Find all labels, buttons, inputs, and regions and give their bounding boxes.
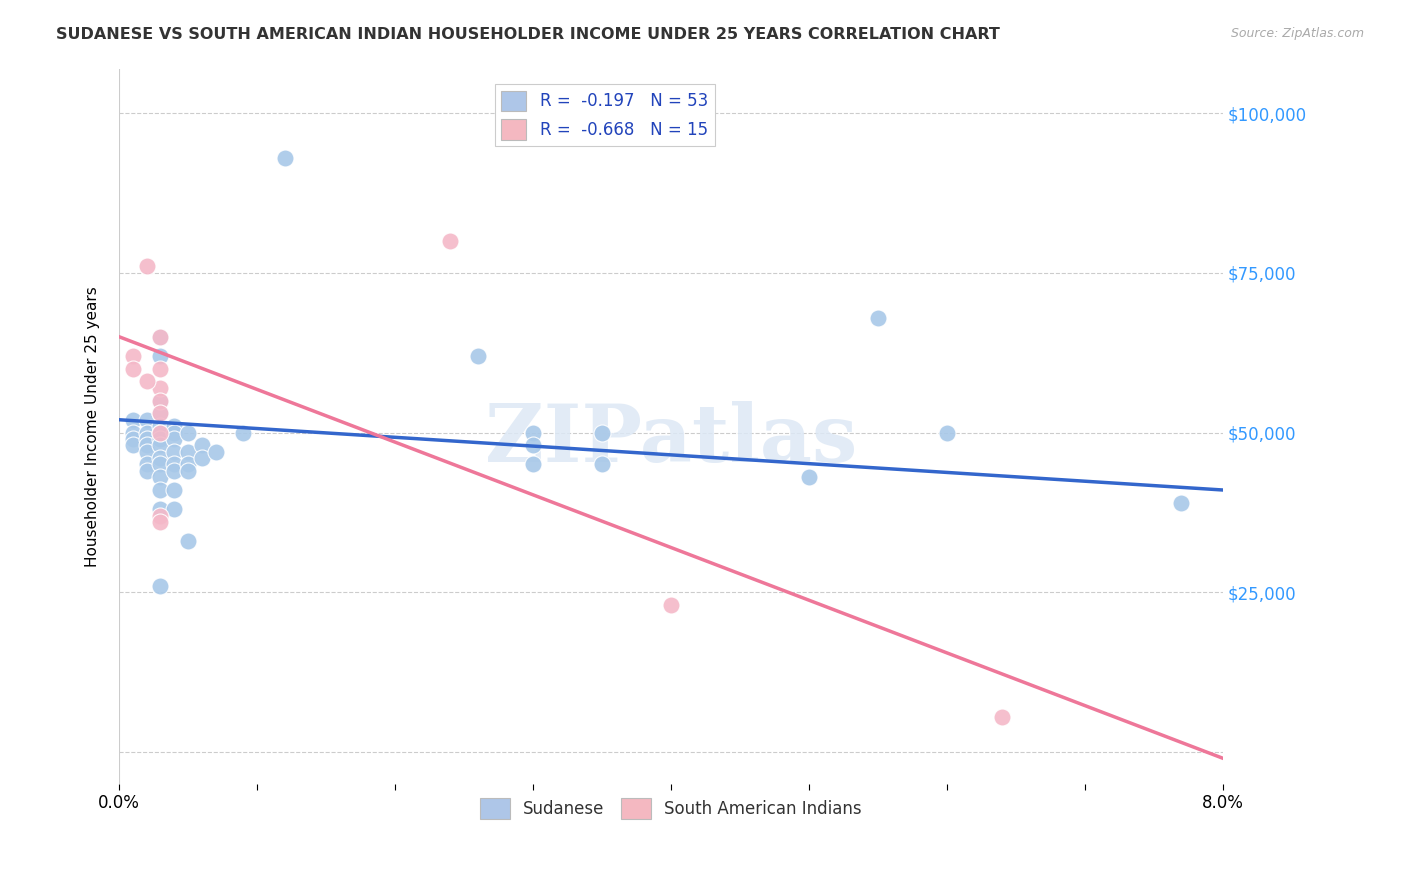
Point xyxy=(177,458,200,472)
Point xyxy=(659,598,682,612)
Point xyxy=(149,483,172,497)
Point xyxy=(149,425,172,440)
Point xyxy=(149,579,172,593)
Point xyxy=(163,444,186,458)
Text: ZIPatlas: ZIPatlas xyxy=(485,401,858,479)
Point xyxy=(935,425,957,440)
Point xyxy=(191,451,214,466)
Point xyxy=(163,419,186,434)
Point xyxy=(522,438,544,452)
Point xyxy=(177,444,200,458)
Point xyxy=(149,406,172,420)
Point xyxy=(149,432,172,446)
Point xyxy=(149,508,172,523)
Point xyxy=(163,502,186,516)
Point xyxy=(163,483,186,497)
Point xyxy=(121,425,143,440)
Point xyxy=(149,451,172,466)
Point xyxy=(149,419,172,434)
Legend: Sudanese, South American Indians: Sudanese, South American Indians xyxy=(472,792,869,825)
Point xyxy=(163,464,186,478)
Point xyxy=(121,349,143,363)
Point xyxy=(149,458,172,472)
Point xyxy=(121,413,143,427)
Point xyxy=(149,329,172,343)
Point xyxy=(149,502,172,516)
Point xyxy=(121,361,143,376)
Point xyxy=(591,458,613,472)
Point xyxy=(191,438,214,452)
Point xyxy=(163,425,186,440)
Point xyxy=(163,458,186,472)
Point xyxy=(232,425,254,440)
Point xyxy=(204,444,226,458)
Point xyxy=(135,438,157,452)
Point xyxy=(149,393,172,408)
Point xyxy=(1170,496,1192,510)
Point xyxy=(591,425,613,440)
Point xyxy=(149,329,172,343)
Point xyxy=(149,515,172,529)
Y-axis label: Householder Income Under 25 years: Householder Income Under 25 years xyxy=(86,285,100,566)
Point xyxy=(522,425,544,440)
Point xyxy=(135,260,157,274)
Point xyxy=(797,470,820,484)
Point xyxy=(121,432,143,446)
Point xyxy=(135,458,157,472)
Point xyxy=(149,470,172,484)
Point xyxy=(273,151,295,165)
Point xyxy=(991,709,1014,723)
Point xyxy=(522,458,544,472)
Point xyxy=(149,425,172,440)
Point xyxy=(866,310,889,325)
Point xyxy=(163,432,186,446)
Point xyxy=(149,381,172,395)
Point xyxy=(135,464,157,478)
Point xyxy=(177,464,200,478)
Point xyxy=(149,349,172,363)
Point xyxy=(149,406,172,420)
Text: SUDANESE VS SOUTH AMERICAN INDIAN HOUSEHOLDER INCOME UNDER 25 YEARS CORRELATION : SUDANESE VS SOUTH AMERICAN INDIAN HOUSEH… xyxy=(56,27,1000,42)
Point xyxy=(467,349,489,363)
Point xyxy=(135,375,157,389)
Text: Source: ZipAtlas.com: Source: ZipAtlas.com xyxy=(1230,27,1364,40)
Point xyxy=(149,438,172,452)
Point xyxy=(121,438,143,452)
Point xyxy=(135,444,157,458)
Point xyxy=(149,361,172,376)
Point xyxy=(177,425,200,440)
Point xyxy=(439,234,461,248)
Point xyxy=(135,413,157,427)
Point xyxy=(149,393,172,408)
Point xyxy=(135,425,157,440)
Point xyxy=(135,432,157,446)
Point xyxy=(177,534,200,549)
